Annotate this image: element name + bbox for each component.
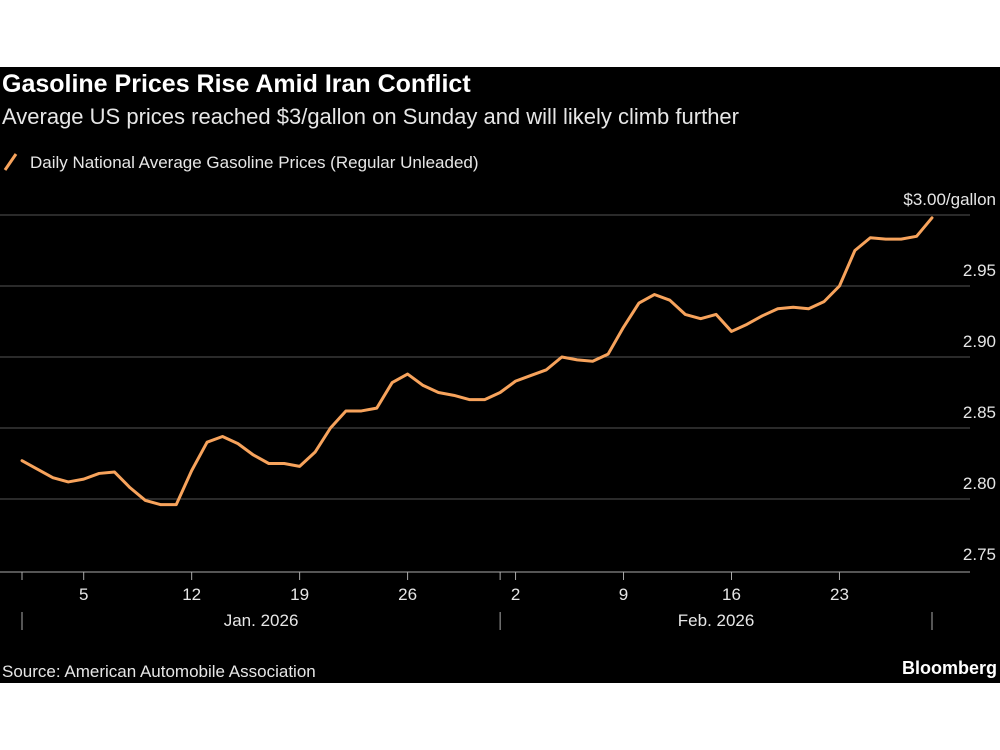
- x-tick-label: 2: [511, 585, 520, 604]
- y-tick-label: 2.95: [963, 261, 996, 280]
- chart-background: [0, 67, 1000, 683]
- data-line: [20, 216, 934, 507]
- x-group-label: Jan. 2026: [224, 611, 299, 630]
- chart-subtitle: Average US prices reached $3/gallon on S…: [2, 104, 739, 129]
- x-tick-label: 5: [79, 585, 88, 604]
- x-tick-label: 12: [182, 585, 201, 604]
- y-tick-label: 2.90: [963, 332, 996, 351]
- brand: Bloomberg: [902, 658, 997, 678]
- x-tick-label: 16: [722, 585, 741, 604]
- chart-title: Gasoline Prices Rise Amid Iran Conflict: [2, 70, 471, 98]
- x-tick-label: 26: [398, 585, 417, 604]
- legend-label: Daily National Average Gasoline Prices (…: [30, 153, 479, 172]
- x-tick-label: 9: [619, 585, 628, 604]
- x-group-label: Feb. 2026: [678, 611, 755, 630]
- y-tick-label: 2.75: [963, 545, 996, 564]
- y-tick-label: 2.85: [963, 403, 996, 422]
- legend-icon: [3, 153, 18, 171]
- y-tick-label: $3.00/gallon: [903, 190, 996, 209]
- x-tick-label: 23: [830, 585, 849, 604]
- y-tick-label: 2.80: [963, 474, 996, 493]
- source: Source: American Automobile Association: [2, 662, 316, 681]
- x-tick-label: 19: [290, 585, 309, 604]
